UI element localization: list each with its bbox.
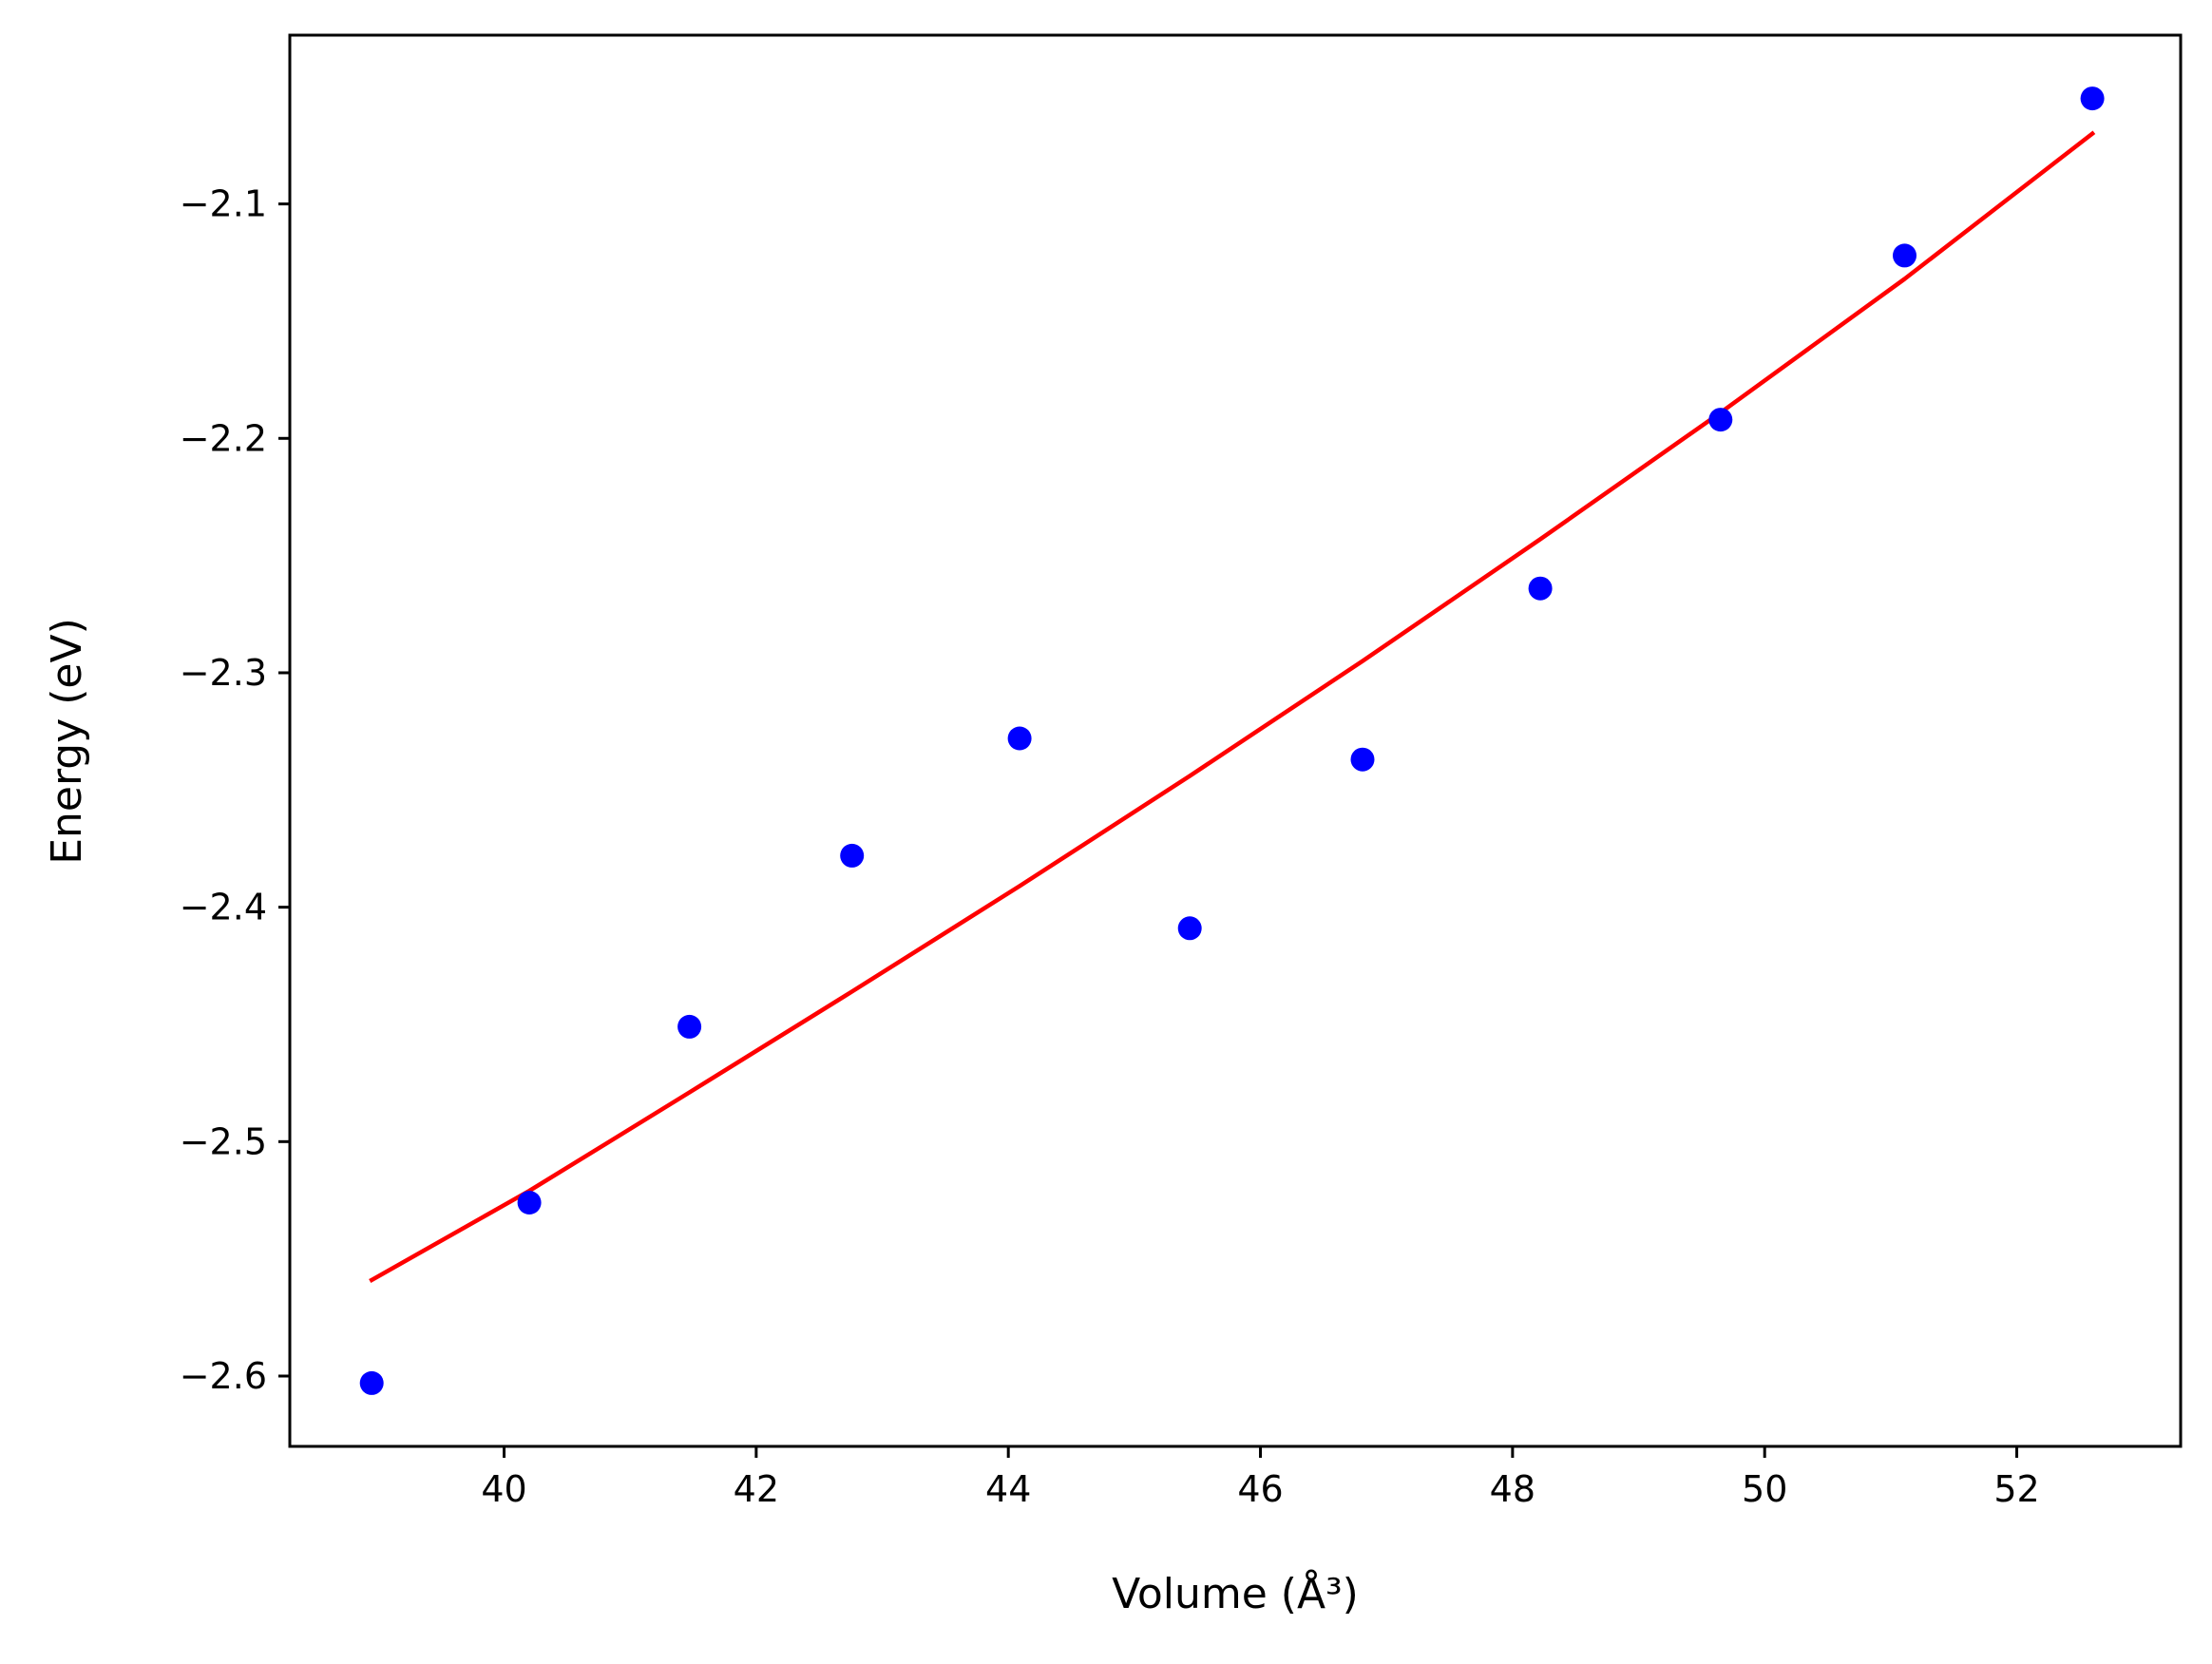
data-point [1177,916,1202,941]
y-tick-label: −2.6 [180,1355,267,1397]
x-tick-label: 44 [985,1468,1031,1510]
x-axis: 40 42 44 46 48 50 52 [481,1446,2040,1510]
y-tick-label: −2.2 [180,417,267,459]
fit-line [369,130,2096,1283]
x-tick-label: 46 [1237,1468,1283,1510]
data-point [1007,726,1032,751]
y-tick-label: −2.5 [180,1120,267,1162]
x-tick-label: 48 [1490,1468,1535,1510]
plot-layer [359,86,2105,1395]
y-axis-label: Energy (eV) [43,618,91,865]
data-point [1528,576,1553,601]
y-tick-label: −2.1 [180,183,267,225]
x-tick-label: 42 [734,1468,779,1510]
y-tick-label: −2.3 [180,652,267,694]
x-tick-label: 40 [481,1468,526,1510]
data-point [2080,86,2105,111]
data-point [840,843,865,868]
data-point [1350,747,1375,772]
data-point [359,1370,384,1395]
x-axis-label: Volume (Å³) [1112,1568,1359,1618]
plot-frame [288,33,2183,1448]
y-axis: −2.6 −2.5 −2.4 −2.3 −2.2 −2.1 [180,183,290,1397]
y-tick-label: −2.4 [180,887,267,928]
x-tick-label: 50 [1742,1468,1787,1510]
data-point [1893,243,1916,268]
data-point [677,1014,702,1039]
x-tick-label: 52 [1993,1468,2039,1510]
data-point [517,1191,542,1215]
data-point [1708,408,1733,432]
